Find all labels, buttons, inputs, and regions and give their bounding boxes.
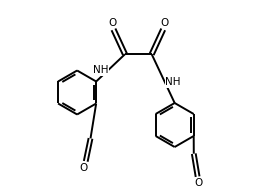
Text: NH: NH: [93, 65, 108, 75]
Text: NH: NH: [165, 77, 181, 87]
Text: O: O: [80, 163, 88, 173]
Text: O: O: [160, 18, 168, 28]
Text: O: O: [108, 18, 117, 28]
Text: O: O: [194, 178, 203, 188]
